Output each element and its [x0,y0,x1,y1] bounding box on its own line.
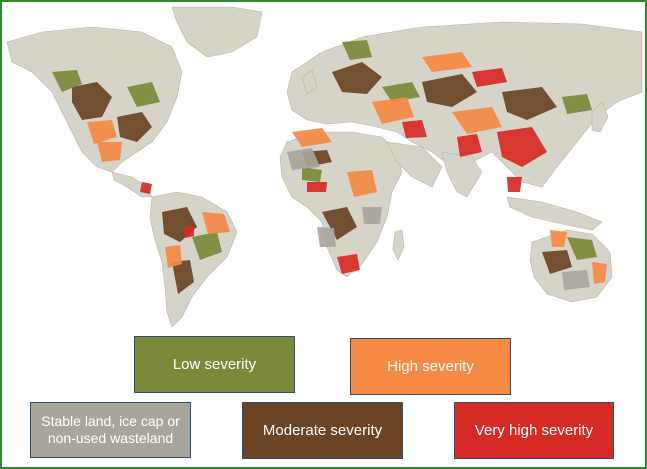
legend-moderate-severity: Moderate severity [242,402,403,459]
region-low [52,40,597,260]
legend-very-high-severity: Very high severity [454,402,614,459]
world-soil-degradation-map [6,6,643,328]
region-high [87,52,607,284]
region-stable [287,148,590,290]
land-base [6,6,643,328]
legend-stable-land: Stable land, ice cap or non-used wastela… [30,402,191,458]
legend-low-severity: Low severity [134,336,295,393]
region-moderate [72,62,572,294]
region-very-high [140,68,547,274]
legend-high-severity: High severity [350,338,511,395]
